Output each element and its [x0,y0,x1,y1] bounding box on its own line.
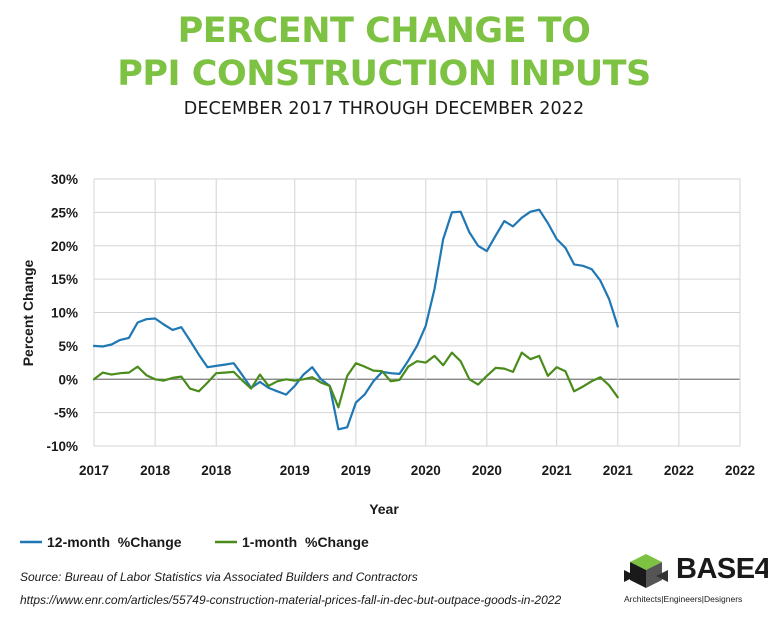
series-12-month-line [92,208,619,431]
x-tick-labels: 2017 2018 2018 2019 2019 2020 2020 2021 2021 2022… [79,463,755,478]
y-tick-label: 30% [51,172,78,187]
x-tick-label: 2020 [411,463,441,478]
legend-label-1-month: 1-month %Change [242,534,369,550]
x-tick-label: 2017 [79,463,109,478]
logo-wordmark: BASE4 [676,553,768,585]
cube-logo-icon [624,554,668,588]
base4-logo: BASE4 Architects|Engineers|Designers [622,550,768,608]
chart-svg: -10%-5%0%5%10%15%20%25%30% 2017 2018 2018 2… [20,172,755,550]
chart-subtitle: DECEMBER 2017 THROUGH DECEMBER 2022 [183,99,585,119]
chart-title-line-2: PPI CONSTRUCTION INPUTS [117,54,651,94]
y-tick-label: 10% [51,306,78,321]
x-axis-title: Year [369,501,399,517]
y-axis-title: Percent Change [20,259,36,366]
source-url: https://www.enr.com/articles/55749-const… [20,593,562,607]
x-tick-label: 2021 [603,463,634,478]
y-tick-label: 25% [51,205,78,220]
title-block: PERCENT CHANGE TO PPI CONSTRUCTION INPUT… [0,10,768,119]
y-tick-label: -5% [54,406,78,421]
x-tick-label: 2019 [341,463,371,478]
logo-tagline: Architects|Engineers|Designers [624,594,743,604]
x-tick-label: 2018 [201,463,232,478]
source-text: Source: Bureau of Labor Statistics via A… [20,570,418,584]
x-tick-label: 2020 [472,463,502,478]
x-tick-label: 2022 [725,463,755,478]
y-tick-label: 0% [58,372,78,387]
series-1-month-line [92,351,619,409]
legend-label-12-month: 12-month %Change [47,534,182,550]
legend: 12-month %Change 1-month %Change [20,534,369,550]
y-tick-label: -10% [46,439,78,454]
x-tick-label: 2022 [664,463,694,478]
series-layer [92,208,619,431]
y-tick-labels: -10% -5% 0% 5% 10% 15% 20% 25% 30% [46,172,78,454]
x-tick-label: 2018 [140,463,171,478]
grid-layer [93,178,741,447]
chart-title-line-1: PERCENT CHANGE TO [177,11,591,51]
y-tick-label: 15% [51,272,78,287]
y-tick-label: 20% [51,239,78,254]
x-tick-label: 2021 [542,463,573,478]
x-tick-label: 2019 [280,463,310,478]
y-tick-label: 5% [58,339,78,354]
